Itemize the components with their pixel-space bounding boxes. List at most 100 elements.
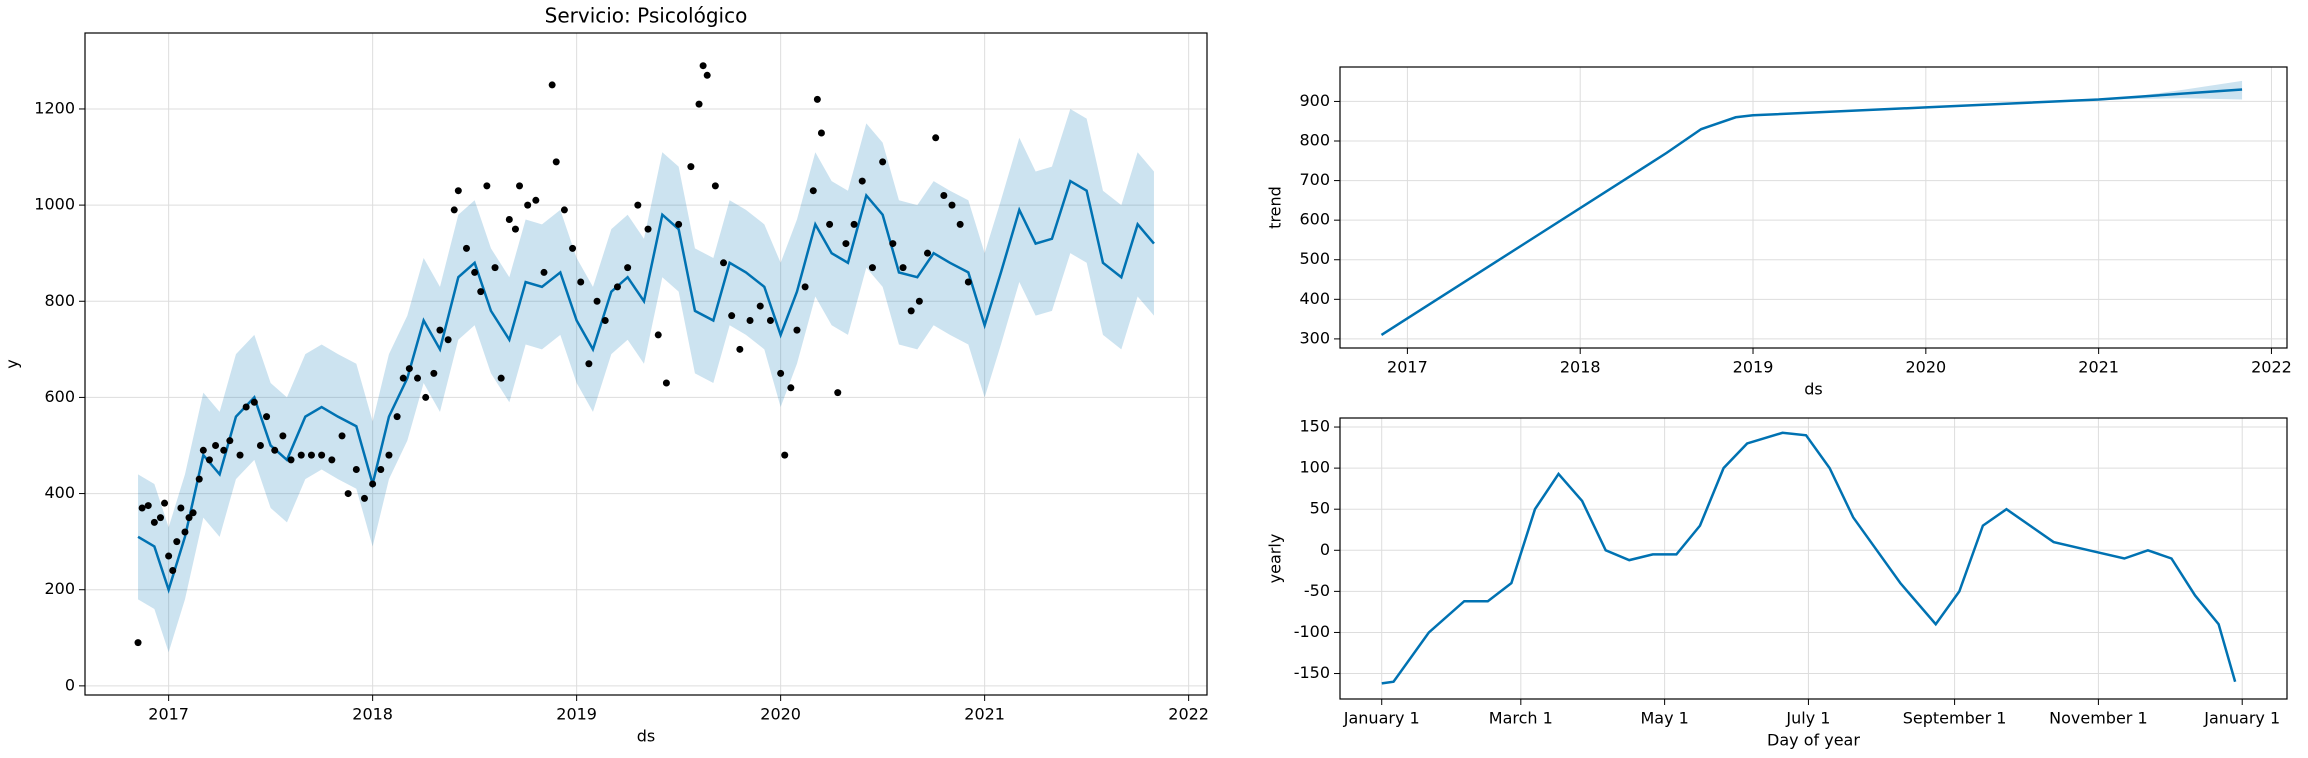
line xyxy=(137,179,1155,594)
observed-point xyxy=(165,552,173,560)
x-tick-label: 2017 xyxy=(148,705,189,724)
observed-point xyxy=(516,182,524,190)
y-tick-label: 0 xyxy=(1320,540,1330,559)
chart-title: Servicio: Psicológico xyxy=(545,4,748,28)
observed-point xyxy=(199,446,207,454)
x-axis-label: ds xyxy=(1804,380,1823,399)
observed-point xyxy=(907,307,915,315)
y-tick-label: 100 xyxy=(1299,458,1330,477)
x-tick-label: 2019 xyxy=(1733,358,1774,377)
y-tick-label: 400 xyxy=(1299,289,1330,308)
observed-point xyxy=(662,379,670,387)
observed-point xyxy=(430,369,438,377)
uncertainty-band xyxy=(138,108,1154,653)
observed-point xyxy=(879,158,887,166)
axes-frame xyxy=(1339,66,2288,349)
line xyxy=(1380,88,2243,336)
observed-point xyxy=(915,297,923,305)
observed-point xyxy=(177,504,185,512)
x-tick-label: March 1 xyxy=(1489,709,1553,728)
y-tick-label: 200 xyxy=(44,579,75,598)
y-tick-label: 700 xyxy=(1299,170,1330,189)
observed-point xyxy=(450,206,458,214)
observed-point xyxy=(195,475,203,483)
plot-area xyxy=(1340,67,2287,348)
x-tick-label: 2018 xyxy=(352,705,393,724)
observed-point xyxy=(169,566,177,574)
observed-point xyxy=(524,201,532,209)
observed-point xyxy=(256,441,264,449)
observed-point xyxy=(948,201,956,209)
observed-point xyxy=(613,283,621,291)
observed-point xyxy=(809,187,817,195)
y-tick-label: 1200 xyxy=(34,98,75,117)
observed-point xyxy=(654,331,662,339)
observed-point xyxy=(212,441,220,449)
y-tick-label: 300 xyxy=(1299,328,1330,347)
observed-point xyxy=(338,432,346,440)
observed-point xyxy=(173,538,181,546)
x-tick-label: January 1 xyxy=(2203,709,2280,728)
y-tick-label: -150 xyxy=(1294,663,1330,682)
x-tick-label: September 1 xyxy=(1903,709,2007,728)
observed-point xyxy=(189,509,197,517)
y-axis-label: y xyxy=(3,359,22,368)
observed-point xyxy=(161,499,169,507)
x-tick-label: 2017 xyxy=(1387,358,1428,377)
observed-point xyxy=(250,398,258,406)
observed-point xyxy=(801,283,809,291)
observed-point xyxy=(491,264,499,272)
y-tick-label: 1000 xyxy=(34,195,75,214)
observed-point xyxy=(144,502,152,510)
observed-point xyxy=(328,456,336,464)
observed-point xyxy=(185,514,193,522)
observed-point xyxy=(842,240,850,248)
observed-point xyxy=(695,100,703,108)
x-tick-label: November 1 xyxy=(2049,709,2148,728)
observed-point xyxy=(858,177,866,185)
observed-point xyxy=(787,384,795,392)
observed-point xyxy=(307,451,315,459)
x-axis-label: Day of year xyxy=(1767,731,1860,750)
observed-point xyxy=(471,268,479,276)
observed-point xyxy=(834,389,842,397)
observed-point xyxy=(454,187,462,195)
observed-point xyxy=(899,264,907,272)
observed-point xyxy=(781,451,789,459)
x-tick-label: January 1 xyxy=(1343,709,1420,728)
x-tick-label: 2019 xyxy=(556,705,597,724)
y-tick-label: 0 xyxy=(65,675,75,694)
y-tick-label: -50 xyxy=(1304,581,1330,600)
observed-point xyxy=(287,456,295,464)
x-tick-label: May 1 xyxy=(1640,709,1688,728)
observed-point xyxy=(585,360,593,368)
observed-point xyxy=(560,206,568,214)
observed-point xyxy=(242,403,250,411)
observed-point xyxy=(868,264,876,272)
observed-point xyxy=(263,413,271,421)
x-tick-label: July 1 xyxy=(1785,709,1830,728)
observed-point xyxy=(220,446,228,454)
observed-point xyxy=(497,374,505,382)
y-axis-label: trend xyxy=(1266,186,1285,229)
uncertainty-band xyxy=(2072,80,2243,102)
observed-point xyxy=(352,466,360,474)
observed-point xyxy=(297,451,305,459)
observed-point xyxy=(399,374,407,382)
observed-point xyxy=(711,182,719,190)
axes-frame xyxy=(1339,417,2288,700)
observed-point xyxy=(675,220,683,228)
observed-point xyxy=(344,490,352,498)
x-tick-label: 2020 xyxy=(1905,358,1946,377)
y-tick-label: 500 xyxy=(1299,249,1330,268)
observed-point xyxy=(720,259,728,267)
observed-point xyxy=(766,316,774,324)
y-tick-label: 800 xyxy=(1299,131,1330,150)
x-tick-label: 2022 xyxy=(1168,705,1209,724)
x-axis-label: ds xyxy=(637,727,656,746)
observed-point xyxy=(483,182,491,190)
observed-point xyxy=(369,480,377,488)
observed-point xyxy=(793,326,801,334)
observed-point xyxy=(624,264,632,272)
